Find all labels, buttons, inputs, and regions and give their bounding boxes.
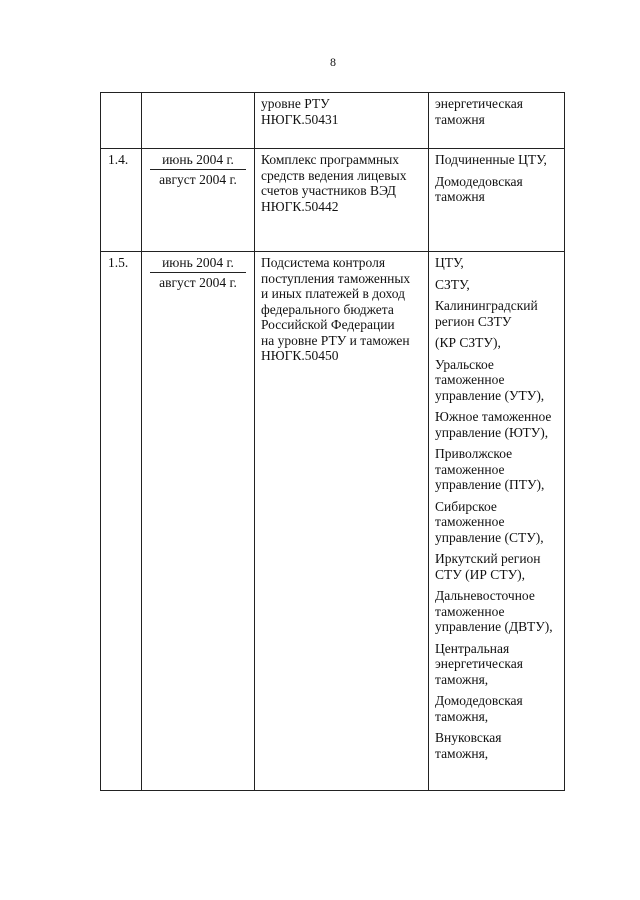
organization-item: Дальневосточное таможенное управление (ДВТ… <box>435 588 562 635</box>
table-row: 1.5. июнь 2004 г. август 2004 г. Подсистема… <box>100 251 565 791</box>
organization-line: управление (ЮТУ), <box>435 424 549 440</box>
organization-line: Южное таможенное <box>435 409 552 424</box>
schedule-table: уровне РТУ НЮГК.50431 энергетическая таможн… <box>100 92 565 791</box>
description-line: федерального бюджета <box>261 301 394 317</box>
description-cell: Подсистема контроля поступления таможенны… <box>254 251 429 791</box>
item-number <box>100 92 142 149</box>
description-line: Российской Федерации <box>261 317 395 332</box>
organization-line: Внуковская <box>435 730 502 745</box>
organization-line: Приволжское <box>435 446 513 461</box>
organization-line: таможня, <box>435 708 489 724</box>
organization-item: Южное таможенное управление (ЮТУ), <box>435 409 562 440</box>
description-line: и иных платежей в доход <box>261 286 405 301</box>
organization-line: Сибирское <box>435 498 497 514</box>
organization-line: таможня, <box>435 745 489 761</box>
organization-item: Подчиненные ЦТУ, <box>435 152 562 168</box>
dates-cell: июнь 2004 г. август 2004 г. <box>141 251 255 791</box>
date-from: июнь 2004 г. <box>150 152 246 170</box>
description-line: средств ведения лицевых <box>261 167 407 183</box>
organization-item: Центральная энергетическая таможня, <box>435 641 562 688</box>
organization-line: Иркутский регион <box>435 551 541 566</box>
description-cell: Комплекс программных средств ведения лице… <box>254 148 429 252</box>
organization-line: Домодедовская <box>435 173 523 189</box>
table-row: уровне РТУ НЮГК.50431 энергетическая таможн… <box>100 92 565 149</box>
page-number: 8 <box>330 55 336 69</box>
organization-item: Уральское таможенное управление (УТУ), <box>435 357 562 404</box>
organization-line: Уральское <box>435 356 494 372</box>
organization-line: таможня <box>435 111 485 127</box>
organizations-cell: Подчиненные ЦТУ, Домодедовская таможня <box>428 148 565 252</box>
organization-line: управление (ДВТУ), <box>435 619 553 634</box>
description-line: поступления таможенных <box>261 270 411 286</box>
organizations-cell: ЦТУ, СЗТУ, Калининградский регион СЗТУ (КР С… <box>428 251 565 791</box>
description-line: Подсистема контроля <box>261 255 386 270</box>
organization-line: Дальневосточное <box>435 588 535 603</box>
organization-item: Иркутский регион СТУ (ИР СТУ), <box>435 551 562 582</box>
organization-item: Калининградский регион СЗТУ <box>435 298 562 329</box>
organization-line: СТУ (ИР СТУ), <box>435 566 525 582</box>
dates-cell <box>141 92 255 149</box>
item-number: 1.5. <box>100 251 142 791</box>
organization-line: энергетическая <box>435 96 523 111</box>
item-number: 1.4. <box>100 148 142 252</box>
organization-item: (КР СЗТУ), <box>435 335 562 351</box>
table-row: 1.4. июнь 2004 г. август 2004 г. Комплекс п… <box>100 148 565 252</box>
organization-line: управление (СТУ), <box>435 529 544 545</box>
description-line: НЮГК.50431 <box>261 111 339 127</box>
organizations-cell: энергетическая таможня <box>428 92 565 149</box>
organization-line: Центральная <box>435 640 510 656</box>
organization-line: таможня, <box>435 671 489 687</box>
organization-line: Домодедовская <box>435 693 523 708</box>
organization-line: (КР СЗТУ), <box>435 335 501 350</box>
organization-item: ЦТУ, <box>435 255 562 271</box>
dates-cell: июнь 2004 г. август 2004 г. <box>141 148 255 252</box>
description-line: Комплекс программных <box>261 152 400 167</box>
organization-line: регион СЗТУ <box>435 313 512 329</box>
description-line: уровне РТУ <box>261 96 330 111</box>
organization-line: управление (УТУ), <box>435 387 545 403</box>
description-line: НЮГК.50450 <box>261 348 339 363</box>
organization-line: Калининградский <box>435 298 538 313</box>
organization-line: таможня <box>435 189 485 204</box>
date-to: август 2004 г. <box>159 274 237 290</box>
organization-line: таможенное <box>435 372 505 387</box>
organization-item: СЗТУ, <box>435 277 562 293</box>
organization-item: Домодедовская таможня, <box>435 693 562 724</box>
organization-item: Приволжское таможенное управление (ПТУ), <box>435 446 562 493</box>
organization-line: энергетическая <box>435 656 523 671</box>
date-from: июнь 2004 г. <box>150 255 246 273</box>
organization-item: энергетическая таможня <box>435 96 562 127</box>
organization-line: управление (ПТУ), <box>435 477 545 492</box>
organization-line: ЦТУ, <box>435 255 464 270</box>
description-line: счетов участников ВЭД <box>261 183 396 198</box>
organization-item: Внуковская таможня, <box>435 730 562 761</box>
organization-line: таможенное <box>435 461 505 477</box>
description-line: на уровне РТУ и таможен <box>261 332 410 348</box>
organization-line: Подчиненные ЦТУ, <box>435 152 547 167</box>
organization-line: СЗТУ, <box>435 276 470 292</box>
organization-item: Домодедовская таможня <box>435 174 562 205</box>
date-to: август 2004 г. <box>159 171 237 187</box>
description-cell: уровне РТУ НЮГК.50431 <box>254 92 429 149</box>
organization-line: таможенное <box>435 514 505 529</box>
organization-item: Сибирское таможенное управление (СТУ), <box>435 499 562 546</box>
description-line: НЮГК.50442 <box>261 198 339 214</box>
organization-line: таможенное <box>435 603 505 619</box>
